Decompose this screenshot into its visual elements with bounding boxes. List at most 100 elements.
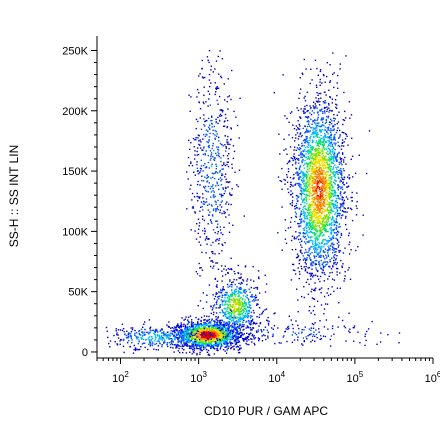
data-point (312, 213, 314, 216)
data-point (227, 331, 230, 333)
data-point (212, 294, 214, 296)
data-point (342, 159, 345, 161)
data-point (225, 117, 227, 119)
data-point (196, 344, 199, 346)
data-point (210, 342, 212, 344)
data-point (203, 348, 205, 350)
data-point (324, 187, 326, 189)
data-point (194, 347, 196, 350)
data-point (340, 234, 343, 236)
data-point (302, 188, 305, 190)
data-point (307, 144, 310, 146)
data-point (204, 187, 206, 189)
data-point (304, 131, 307, 133)
data-point (277, 232, 279, 234)
data-point (321, 141, 323, 143)
data-point (341, 131, 343, 134)
data-point (329, 134, 332, 136)
data-point (247, 299, 250, 302)
data-point (202, 77, 204, 79)
data-point (354, 172, 357, 174)
data-point (186, 326, 188, 329)
data-point (225, 346, 228, 348)
data-point (251, 294, 253, 296)
data-point (240, 301, 242, 303)
data-point (305, 217, 307, 220)
data-point (249, 291, 251, 293)
data-point (183, 319, 185, 321)
data-point (191, 336, 194, 338)
data-point (308, 167, 311, 170)
data-point (255, 299, 257, 301)
data-point (324, 221, 327, 223)
data-point (325, 189, 327, 191)
data-point (226, 340, 228, 343)
data-point (217, 146, 220, 148)
data-point (316, 67, 318, 70)
data-point (238, 169, 241, 171)
data-point (328, 224, 330, 226)
data-point (310, 149, 312, 151)
data-point (297, 172, 299, 175)
data-point (226, 339, 228, 341)
data-point (305, 163, 308, 165)
data-point (175, 328, 177, 331)
data-point (320, 125, 322, 128)
data-point (219, 193, 221, 195)
data-point (227, 317, 229, 319)
data-point (314, 150, 316, 153)
data-point (293, 173, 295, 176)
data-point (299, 125, 301, 127)
data-point (208, 353, 210, 355)
data-point (187, 323, 189, 325)
data-point (198, 92, 200, 94)
data-point (171, 327, 174, 329)
data-point (321, 188, 323, 190)
data-point (327, 261, 329, 264)
data-point (215, 312, 218, 314)
data-point (349, 117, 351, 119)
data-point (313, 210, 315, 212)
data-point (324, 194, 327, 197)
data-point (306, 193, 308, 196)
data-point (239, 323, 241, 325)
data-point (233, 308, 236, 310)
data-point (310, 225, 313, 227)
data-point (315, 172, 317, 174)
data-point (214, 82, 216, 84)
data-point (224, 144, 226, 146)
data-point (207, 154, 209, 157)
data-point (247, 313, 249, 315)
data-point (183, 342, 185, 344)
data-point (331, 168, 333, 171)
data-point (223, 83, 225, 85)
data-point (338, 241, 340, 243)
data-point (170, 338, 173, 340)
data-point (246, 325, 249, 327)
data-point (333, 86, 335, 89)
data-point (296, 195, 299, 197)
data-point (183, 336, 185, 338)
data-point (286, 176, 288, 178)
data-point (222, 168, 224, 170)
data-point (338, 197, 340, 199)
data-point (232, 305, 234, 307)
data-point (194, 211, 196, 213)
data-point (237, 309, 239, 311)
data-point (182, 338, 184, 340)
data-point (194, 335, 196, 337)
data-point (306, 241, 308, 243)
data-point (188, 321, 190, 324)
data-point (196, 223, 198, 225)
data-point (310, 273, 312, 275)
data-point (188, 139, 190, 142)
data-point (229, 194, 231, 196)
data-point (310, 176, 312, 178)
data-point (304, 105, 306, 108)
data-point (236, 345, 239, 347)
data-point (308, 125, 311, 127)
data-point (216, 238, 218, 240)
data-point (215, 342, 218, 344)
data-point (185, 329, 187, 331)
data-point (202, 164, 205, 167)
